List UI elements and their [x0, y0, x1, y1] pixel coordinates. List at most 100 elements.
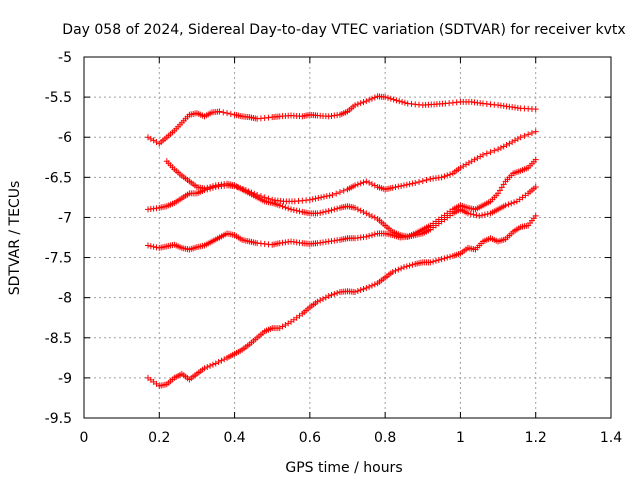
data-point: [464, 210, 471, 217]
data-point: [419, 177, 426, 184]
data-point: [354, 101, 361, 108]
data-point: [511, 199, 518, 206]
data-point: [487, 149, 494, 156]
data-point: [495, 146, 502, 153]
data-point: [251, 190, 258, 197]
data-point: [201, 365, 208, 372]
y-axis-label: SDTVAR / TECUs: [7, 181, 23, 296]
data-point: [503, 142, 510, 149]
data-point: [231, 183, 238, 190]
data-point: [326, 192, 333, 199]
data-point: [357, 180, 364, 187]
data-point: [248, 189, 255, 196]
data-point: [423, 176, 430, 183]
data-point: [363, 233, 370, 240]
data-point: [282, 204, 289, 211]
data-point: [306, 196, 313, 203]
data-point: [317, 297, 324, 304]
data-point: [144, 242, 151, 249]
x-tick-label: 0: [80, 430, 89, 446]
data-point: [447, 171, 454, 178]
y-tick-label: -9.5: [45, 411, 72, 427]
data-point: [354, 288, 361, 295]
data-point: [237, 185, 244, 192]
data-point: [481, 211, 488, 218]
data-point: [279, 203, 286, 210]
data-point: [392, 184, 399, 191]
data-point: [227, 110, 234, 117]
data-point: [315, 194, 322, 201]
data-point: [357, 287, 364, 294]
y-tick-label: -6.5: [45, 170, 72, 186]
data-point: [480, 151, 487, 158]
data-point: [496, 187, 503, 194]
data-point: [444, 254, 451, 261]
data-point: [204, 186, 211, 193]
y-tick-label: -7: [58, 210, 72, 226]
data-point: [368, 282, 375, 289]
data-point: [352, 204, 359, 211]
data-point: [371, 281, 378, 288]
data-point: [479, 212, 486, 219]
x-tick-label: 0.8: [374, 430, 396, 446]
data-point: [333, 190, 340, 197]
data-point: [329, 191, 336, 198]
data-point: [209, 361, 216, 368]
data-point: [212, 360, 219, 367]
data-point: [296, 208, 303, 215]
data-point: [352, 102, 359, 109]
data-point: [331, 206, 338, 213]
series-4: [144, 156, 539, 253]
data-point: [325, 208, 332, 215]
data-point: [320, 295, 327, 302]
data-point: [498, 184, 505, 191]
data-point: [331, 291, 338, 298]
data-point: [470, 211, 477, 218]
data-point: [371, 231, 378, 238]
data-point: [521, 132, 528, 139]
data-point: [204, 364, 211, 371]
data-point: [325, 293, 332, 300]
data-point: [354, 181, 361, 188]
data-point: [389, 268, 396, 275]
data-point: [508, 200, 515, 207]
data-point: [416, 178, 423, 185]
data-point: [276, 202, 283, 209]
data-point: [220, 109, 227, 116]
data-point: [314, 298, 321, 305]
data-point: [491, 147, 498, 154]
data-point: [432, 257, 439, 264]
data-point: [218, 357, 225, 364]
data-point: [528, 130, 535, 137]
data-point: [532, 183, 539, 190]
data-point: [150, 243, 157, 250]
data-point: [396, 98, 403, 105]
data-point: [532, 156, 539, 163]
data-point: [322, 208, 329, 215]
y-tick-label: -8: [58, 291, 72, 307]
data-point: [399, 98, 406, 105]
data-point: [207, 362, 214, 369]
data-point: [201, 187, 208, 194]
data-point: [257, 193, 264, 200]
series-3: [144, 128, 539, 213]
data-marks: [144, 93, 539, 389]
data-point: [363, 285, 370, 292]
data-point: [318, 194, 325, 201]
data-point: [500, 143, 507, 150]
data-point: [320, 193, 327, 200]
data-point: [400, 182, 407, 189]
data-point: [290, 207, 297, 214]
data-point: [240, 186, 247, 193]
data-point: [216, 108, 223, 115]
data-point: [406, 181, 413, 188]
data-point: [328, 292, 335, 299]
data-point: [395, 266, 402, 273]
data-point: [207, 185, 214, 192]
data-point: [441, 173, 448, 180]
data-point: [245, 188, 252, 195]
x-tick-label: 0.2: [148, 430, 170, 446]
data-point: [500, 181, 507, 188]
y-tick-label: -5: [58, 50, 72, 66]
data-point: [532, 128, 539, 135]
